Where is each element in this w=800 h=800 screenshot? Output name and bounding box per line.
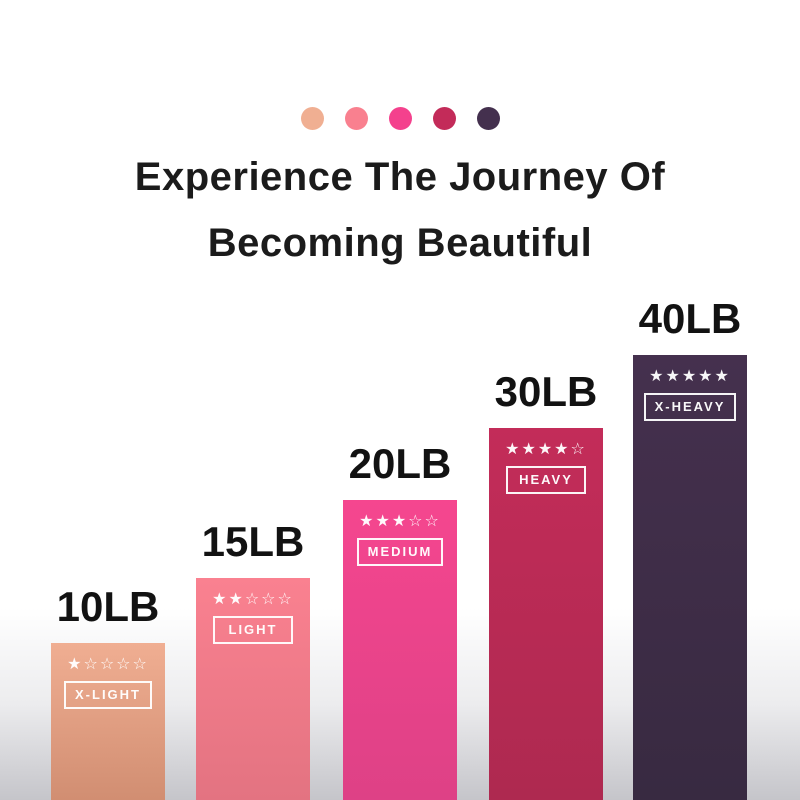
bar-group-20lb: 20LB ★★★☆☆ MEDIUM xyxy=(343,443,457,800)
level-label-box-30lb: HEAVY xyxy=(506,466,586,494)
star-rating-40lb: ★★★★★ xyxy=(649,366,731,385)
level-label-20lb: MEDIUM xyxy=(367,544,433,559)
level-label-box-20lb: MEDIUM xyxy=(356,538,444,566)
resistance-band-bar-15lb: ★★☆☆☆ LIGHT xyxy=(196,578,310,800)
level-label-box-40lb: X-HEAVY xyxy=(643,393,737,421)
weight-label-30lb: 30LB xyxy=(494,368,598,415)
level-label-10lb: X-LIGHT xyxy=(75,687,141,702)
level-label-30lb: HEAVY xyxy=(519,472,573,487)
star-rating-20lb: ★★★☆☆ xyxy=(359,511,441,530)
palette-dot-x-heavy xyxy=(476,107,500,130)
weight-label-20lb: 20LB xyxy=(348,440,452,487)
star-rating-15lb: ★★☆☆☆ xyxy=(212,589,294,608)
star-rating-30lb: ★★★★☆ xyxy=(505,439,587,458)
palette-dot-light xyxy=(344,107,368,130)
palette-dots-row xyxy=(0,107,800,130)
level-label-15lb: LIGHT xyxy=(228,622,278,637)
weight-label-40lb: 40LB xyxy=(638,295,742,342)
palette-dot-medium xyxy=(388,107,412,130)
bar-group-15lb: 15LB ★★☆☆☆ LIGHT xyxy=(196,521,310,800)
resistance-band-bar-40lb: ★★★★★ X-HEAVY xyxy=(633,355,747,800)
weight-label-10lb: 10LB xyxy=(56,583,160,630)
page-title-line2: Becoming Beautiful xyxy=(207,221,593,265)
resistance-band-bar-10lb: ★☆☆☆☆ X-LIGHT xyxy=(51,643,165,800)
resistance-band-bar-20lb: ★★★☆☆ MEDIUM xyxy=(343,500,457,800)
page-title-line1: Experience The Journey Of xyxy=(134,155,666,199)
resistance-band-bar-30lb: ★★★★☆ HEAVY xyxy=(489,428,603,800)
star-rating-10lb: ★☆☆☆☆ xyxy=(67,654,149,673)
weight-label-15lb: 15LB xyxy=(201,518,305,565)
bar-group-30lb: 30LB ★★★★☆ HEAVY xyxy=(489,371,603,800)
bar-group-10lb: 10LB ★☆☆☆☆ X-LIGHT xyxy=(51,586,165,800)
level-label-40lb: X-HEAVY xyxy=(654,399,726,414)
palette-dot-x-light xyxy=(300,107,324,130)
bar-group-40lb: 40LB ★★★★★ X-HEAVY xyxy=(633,298,747,800)
page-title: Experience The Journey Of Becoming Beaut… xyxy=(0,144,800,276)
level-label-box-15lb: LIGHT xyxy=(213,616,293,644)
palette-dot-heavy xyxy=(432,107,456,130)
level-label-box-10lb: X-LIGHT xyxy=(64,681,152,709)
